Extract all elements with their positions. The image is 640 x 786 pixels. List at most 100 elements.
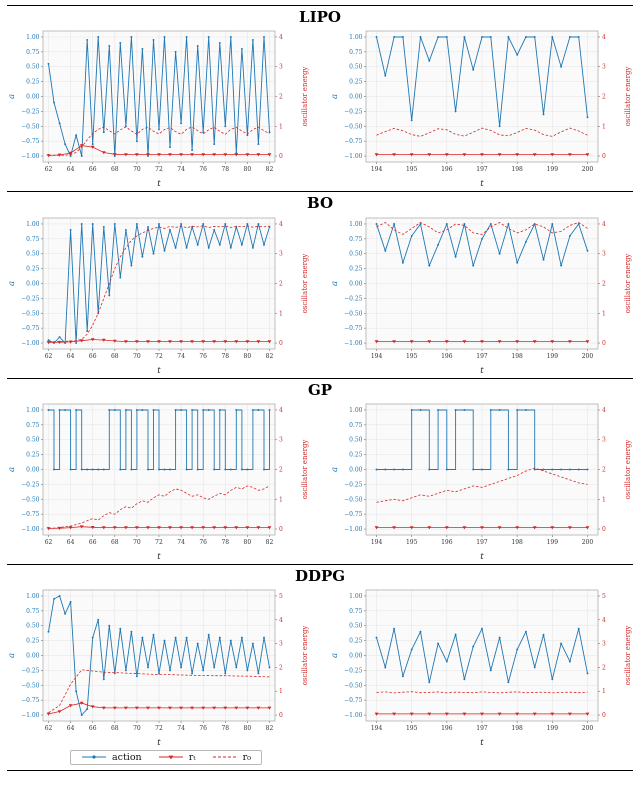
svg-text:64: 64 [67,166,75,173]
svg-text:−0.50: −0.50 [344,496,363,503]
svg-text:oscillator energy: oscillator energy [301,67,309,127]
svg-text:0.75: 0.75 [26,608,40,615]
svg-text:0.25: 0.25 [349,79,363,86]
svg-text:62: 62 [45,539,53,546]
chart-lipo-left: 62 64 66 68 70 72 74 76 78 80 82 1.00 0.75 0.50 0.25 0.… [7,30,309,188]
svg-text:66: 66 [89,539,97,546]
svg-text:−1.00: −1.00 [344,340,363,347]
svg-text:a: a [7,653,17,658]
charts-row-ddpg: 62 64 66 68 70 72 74 76 78 80 82 1.00 0.75 0.50 0.25 0.… [4,585,636,747]
svg-text:68: 68 [111,166,119,173]
svg-text:4: 4 [279,407,283,414]
svg-text:64: 64 [67,353,75,360]
svg-text:0.25: 0.25 [349,265,363,272]
svg-text:oscillator energy: oscillator energy [624,253,632,313]
svg-text:a: a [7,467,17,472]
svg-text:198: 198 [511,725,523,732]
svg-text:194: 194 [371,725,383,732]
svg-text:0.00: 0.00 [349,94,363,101]
svg-text:197: 197 [476,353,488,360]
svg-text:0: 0 [602,153,606,160]
svg-text:1.00: 1.00 [26,34,40,41]
svg-text:70: 70 [133,539,141,546]
svg-text:t: t [157,552,161,561]
svg-text:−0.75: −0.75 [21,138,40,145]
svg-text:1: 1 [279,310,283,317]
chart-bo-left: 62 64 66 68 70 72 74 76 78 80 82 1.00 0.75 0.50 0.25 0.… [7,217,309,375]
svg-text:1: 1 [602,310,606,317]
svg-text:4: 4 [279,220,283,227]
reward-dashed-line-icon [212,756,237,758]
svg-text:0: 0 [279,153,283,160]
svg-text:200: 200 [582,353,594,360]
svg-text:oscillator energy: oscillator energy [301,253,309,313]
svg-text:74: 74 [177,353,185,360]
svg-text:a: a [330,94,340,99]
svg-text:68: 68 [111,353,119,360]
reward-line-icon [158,755,183,760]
svg-text:2: 2 [602,94,606,101]
chart-gp-right: 194 195 196 197 198 199 200 1.00 0.75 0.50 0.25 0.0… [330,403,632,561]
svg-text:5: 5 [279,593,283,600]
section-ddpg: DDPG 62 64 66 68 70 72 74 76 78 80 82 1.00 0.75 0.50 0… [0,566,640,767]
svg-text:199: 199 [547,166,559,173]
svg-text:0.75: 0.75 [349,49,363,56]
section-bo: BO 62 64 66 68 70 72 74 76 78 80 82 1.00 0.75 0.50 0.2… [0,194,640,375]
svg-text:198: 198 [511,166,523,173]
svg-text:4: 4 [602,617,606,624]
svg-text:−0.50: −0.50 [21,310,40,317]
svg-text:0.25: 0.25 [26,79,40,86]
svg-text:1.00: 1.00 [26,593,40,600]
svg-text:−0.25: −0.25 [21,481,40,488]
svg-text:74: 74 [177,539,185,546]
svg-text:−0.50: −0.50 [21,496,40,503]
section-lipo: LIPO 62 64 66 68 70 72 74 76 78 80 82 1.00 0.75 0.50 0… [0,8,640,188]
svg-text:0: 0 [279,712,283,719]
svg-text:82: 82 [266,725,274,732]
svg-text:199: 199 [547,539,559,546]
svg-text:0: 0 [279,526,283,533]
svg-text:82: 82 [266,166,274,173]
svg-text:3: 3 [279,641,283,648]
svg-text:0.25: 0.25 [26,265,40,272]
section-divider [7,5,633,6]
svg-text:0.50: 0.50 [26,623,40,630]
svg-text:−1.00: −1.00 [21,526,40,533]
svg-text:3: 3 [602,641,606,648]
svg-text:1: 1 [279,496,283,503]
svg-text:72: 72 [155,539,163,546]
svg-text:−1.00: −1.00 [21,153,40,160]
svg-text:82: 82 [266,539,274,546]
svg-text:0.25: 0.25 [26,638,40,645]
svg-text:1.00: 1.00 [349,593,363,600]
charts-row-lipo: 62 64 66 68 70 72 74 76 78 80 82 1.00 0.75 0.50 0.25 0.… [4,26,636,188]
svg-text:a: a [330,280,340,285]
section-title-ddpg: DDPG [294,566,346,585]
svg-text:t: t [480,552,484,561]
svg-text:72: 72 [155,725,163,732]
svg-text:198: 198 [511,353,523,360]
legend-item-r0: r₀ [212,752,251,763]
svg-text:−0.25: −0.25 [344,109,363,116]
svg-text:4: 4 [279,34,283,41]
svg-text:80: 80 [244,353,252,360]
svg-text:−0.50: −0.50 [344,682,363,689]
svg-text:oscillator energy: oscillator energy [624,626,632,686]
svg-text:0.25: 0.25 [349,451,363,458]
svg-text:−0.50: −0.50 [21,124,40,131]
svg-text:0.00: 0.00 [349,653,363,660]
svg-text:200: 200 [582,725,594,732]
svg-text:−0.75: −0.75 [21,697,40,704]
svg-text:0.50: 0.50 [26,436,40,443]
svg-text:62: 62 [45,725,53,732]
svg-text:−0.75: −0.75 [344,138,363,145]
svg-text:1: 1 [279,124,283,131]
svg-text:64: 64 [67,725,75,732]
svg-text:68: 68 [111,539,119,546]
svg-text:197: 197 [476,725,488,732]
svg-text:0.50: 0.50 [349,623,363,630]
svg-text:−0.75: −0.75 [21,325,40,332]
svg-text:2: 2 [279,664,283,671]
svg-text:2: 2 [279,466,283,473]
